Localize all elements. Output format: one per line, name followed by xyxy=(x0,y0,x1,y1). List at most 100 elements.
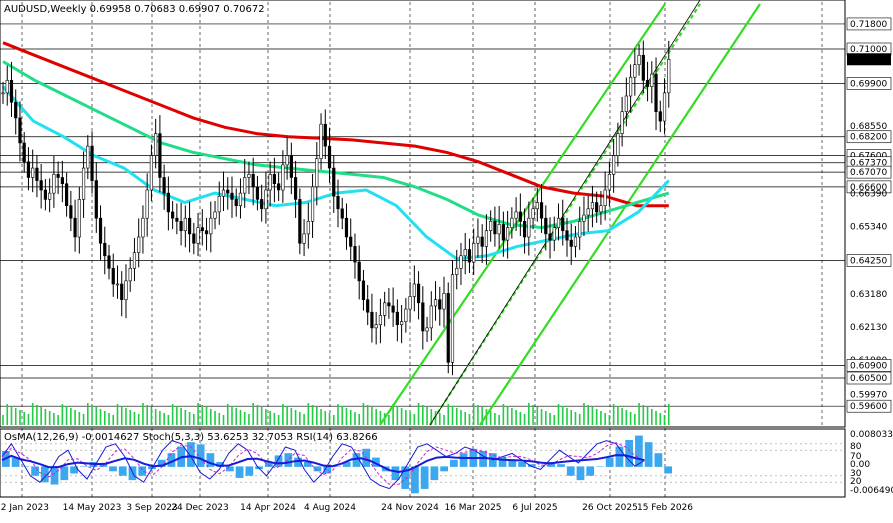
volume-bar xyxy=(40,407,42,425)
volume-bar xyxy=(231,406,233,425)
volume-bar xyxy=(642,405,645,425)
volume-bar xyxy=(260,407,263,425)
osma-bar xyxy=(635,435,643,467)
price-bar-body xyxy=(310,186,315,222)
price-bar-body xyxy=(315,158,319,188)
level-tag xyxy=(846,399,892,413)
volume-bar xyxy=(447,404,450,425)
volume-bar xyxy=(451,406,454,425)
volume-bar xyxy=(171,404,174,425)
symbol-info: AUDUSD,Weekly 0.69958 0.70683 0.69907 0.… xyxy=(4,4,265,15)
price-bar-body xyxy=(455,268,459,275)
price-bar-body xyxy=(552,227,556,241)
osma-bar xyxy=(440,466,448,472)
osma-bar xyxy=(391,466,400,481)
price-bar-body xyxy=(442,293,446,310)
price-bar-body xyxy=(595,202,599,213)
price-bar-body xyxy=(162,177,166,194)
volume-bar xyxy=(311,405,314,425)
volume-bar xyxy=(553,415,556,425)
volume-bar xyxy=(629,412,632,425)
osma-bar xyxy=(518,461,526,467)
volume-bar xyxy=(116,404,119,425)
volume-bar xyxy=(23,412,26,425)
price-bar-body xyxy=(353,246,357,263)
volume-bar xyxy=(265,409,267,425)
level-tag xyxy=(846,165,892,179)
osma-bar xyxy=(313,466,322,472)
price-tick-label: 0.68200 xyxy=(850,133,887,143)
time-tick-label: 16 Mar 2025 xyxy=(444,503,501,513)
price-bar-body xyxy=(395,311,399,326)
price-bar-body xyxy=(65,183,69,206)
volume-bar xyxy=(570,410,573,425)
level-tag xyxy=(846,359,892,372)
volume-bar xyxy=(557,404,560,425)
price-bar-body xyxy=(39,180,43,191)
price-bar-body xyxy=(200,227,204,232)
osma-bar xyxy=(60,466,69,481)
osma-bar xyxy=(615,446,624,467)
price-bar-body xyxy=(616,133,620,156)
price-bar-body xyxy=(289,155,293,178)
price-tick-label: 0.60900 xyxy=(850,361,887,371)
osma-bar xyxy=(196,444,205,467)
osma-bar xyxy=(557,464,565,467)
price-bar-body xyxy=(662,92,667,122)
price-bar-body xyxy=(361,280,366,300)
osma-bar xyxy=(576,466,585,481)
volume-bar xyxy=(74,410,76,425)
volume-bar xyxy=(150,407,153,425)
volume-bar xyxy=(324,411,327,425)
volume-bar xyxy=(379,411,382,425)
price-tick-label: 0.71000 xyxy=(850,45,887,55)
price-bar-body xyxy=(582,214,586,222)
price-bar-body xyxy=(463,249,467,257)
volume-bar xyxy=(549,413,551,425)
price-bar-body xyxy=(459,255,463,269)
price-bar-body xyxy=(645,80,650,87)
price-bar-body xyxy=(158,133,162,178)
price-bar-body xyxy=(179,221,183,232)
price-bar-body xyxy=(31,167,35,178)
volume-bar xyxy=(528,403,530,425)
volume-bar xyxy=(663,415,666,425)
time-tick-label: 26 Oct 2025 xyxy=(582,503,638,513)
price-bar-body xyxy=(141,217,145,238)
price-bar-body xyxy=(450,274,455,363)
price-bar-body xyxy=(22,142,26,163)
price-bar-body xyxy=(81,167,86,200)
price-bar-body xyxy=(221,189,226,197)
volume-bar xyxy=(625,410,628,425)
osma-bar xyxy=(664,466,672,474)
volume-bar xyxy=(354,412,356,425)
level-tag xyxy=(846,371,892,385)
osma-bar xyxy=(157,459,166,467)
price-tick-label: 0.59600 xyxy=(850,402,887,412)
price-bar-body xyxy=(293,177,298,200)
price-bar-body xyxy=(196,227,200,244)
price-bar-body xyxy=(391,305,395,313)
volume-bar xyxy=(315,407,318,425)
main-price-panel[interactable] xyxy=(0,0,846,428)
price-bar-body xyxy=(433,299,438,307)
time-tick-label: 24 Dec 2023 xyxy=(171,503,229,513)
price-bar-body xyxy=(226,189,230,194)
price-bar-body xyxy=(332,167,336,197)
price-bar-body xyxy=(230,192,234,200)
ma-red-line xyxy=(2,41,669,208)
volume-bar xyxy=(358,414,361,425)
volume-bar xyxy=(133,412,136,425)
volume-bar xyxy=(197,403,199,425)
price-bar-body xyxy=(1,92,5,95)
osma-bar xyxy=(401,466,410,489)
price-bar-body xyxy=(400,321,404,326)
price-tick-label: 0.63180 xyxy=(850,290,887,300)
stoch-signal-line xyxy=(1,442,645,485)
volume-bar xyxy=(362,403,365,425)
price-bar-body xyxy=(103,242,107,257)
volume-bar xyxy=(426,407,428,425)
price-bar-body xyxy=(412,283,416,297)
